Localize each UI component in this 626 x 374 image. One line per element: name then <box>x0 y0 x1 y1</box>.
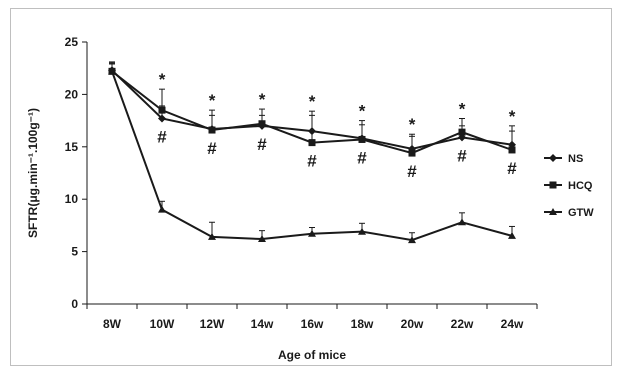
data-point-gtw <box>158 205 166 213</box>
significance-star: * <box>259 90 266 109</box>
data-point-hcq <box>408 149 416 157</box>
x-tick-label-8w: 8W <box>103 317 122 331</box>
significance-star: * <box>159 70 166 89</box>
series-markers <box>108 66 516 244</box>
data-point-hcq <box>458 128 466 136</box>
axes <box>86 42 537 305</box>
x-tick-label-16w: 16w <box>301 317 324 331</box>
data-point-hcq <box>508 146 516 154</box>
significance-hash: # <box>457 146 467 165</box>
data-point-hcq <box>158 106 166 114</box>
data-point-gtw <box>108 67 116 75</box>
x-axis-label: Age of mice <box>278 348 346 362</box>
y-axis-label: SFTR(μg.min⁻¹.100g⁻¹) <box>26 108 40 238</box>
chart-frame: 0 5 10 15 20 25 8W 10W 12W 14w 16w 18w 20w 22w 24w * *… <box>10 8 612 366</box>
x-tick-label-14w: 14w <box>251 317 274 331</box>
significance-hash: # <box>207 139 217 158</box>
data-point-gtw <box>308 229 316 237</box>
significance-marks: * * * * * * * * # # # # # # # # <box>157 70 517 181</box>
legend-label-hcq: HCQ <box>568 180 593 192</box>
data-point-hcq <box>308 139 316 147</box>
legend-marker-ns <box>549 154 557 162</box>
significance-star: * <box>359 102 366 121</box>
data-point-gtw <box>208 232 216 240</box>
significance-star: * <box>459 100 466 119</box>
x-tick-label-20w: 20w <box>401 317 424 331</box>
y-tick-label: 20 <box>65 87 79 101</box>
y-tick-label: 15 <box>65 140 79 154</box>
legend-marker-gtw <box>549 208 557 215</box>
legend: NS HCQ GTW <box>544 153 594 219</box>
significance-star: * <box>309 92 316 111</box>
significance-hash: # <box>357 148 367 167</box>
x-tick-label-10w: 10W <box>150 317 175 331</box>
legend-marker-hcq <box>549 181 557 189</box>
significance-hash: # <box>307 152 317 171</box>
x-tick-label-24w: 24w <box>501 317 524 331</box>
x-tick-label-12w: 12W <box>200 317 225 331</box>
significance-hash: # <box>507 159 517 178</box>
legend-label-ns: NS <box>568 153 583 165</box>
significance-hash: # <box>407 162 417 181</box>
data-point-gtw <box>458 218 466 226</box>
data-point-gtw <box>358 227 366 235</box>
data-point-gtw <box>258 235 266 243</box>
legend-label-gtw: GTW <box>568 207 594 219</box>
data-point-hcq <box>358 135 366 143</box>
data-point-hcq <box>258 120 266 128</box>
significance-hash: # <box>257 135 267 154</box>
significance-star: * <box>409 115 416 134</box>
x-tick-label-22w: 22w <box>451 317 474 331</box>
significance-star: * <box>209 91 216 110</box>
data-point-hcq <box>208 126 216 134</box>
data-point-gtw <box>508 231 516 239</box>
data-point-ns <box>308 127 316 136</box>
significance-star: * <box>509 107 516 126</box>
y-axis-ticks: 0 5 10 15 20 25 <box>65 35 87 311</box>
significance-hash: # <box>157 128 167 147</box>
x-tick-label-18w: 18w <box>351 317 374 331</box>
x-axis-ticks: 8W 10W 12W 14w 16w 18w 20w 22w 24w <box>86 304 538 331</box>
data-point-ns <box>158 114 166 123</box>
y-tick-label: 10 <box>65 192 79 206</box>
data-point-gtw <box>408 236 416 244</box>
y-tick-label: 0 <box>71 297 78 311</box>
y-tick-label: 25 <box>65 35 79 49</box>
y-tick-label: 5 <box>71 245 78 259</box>
